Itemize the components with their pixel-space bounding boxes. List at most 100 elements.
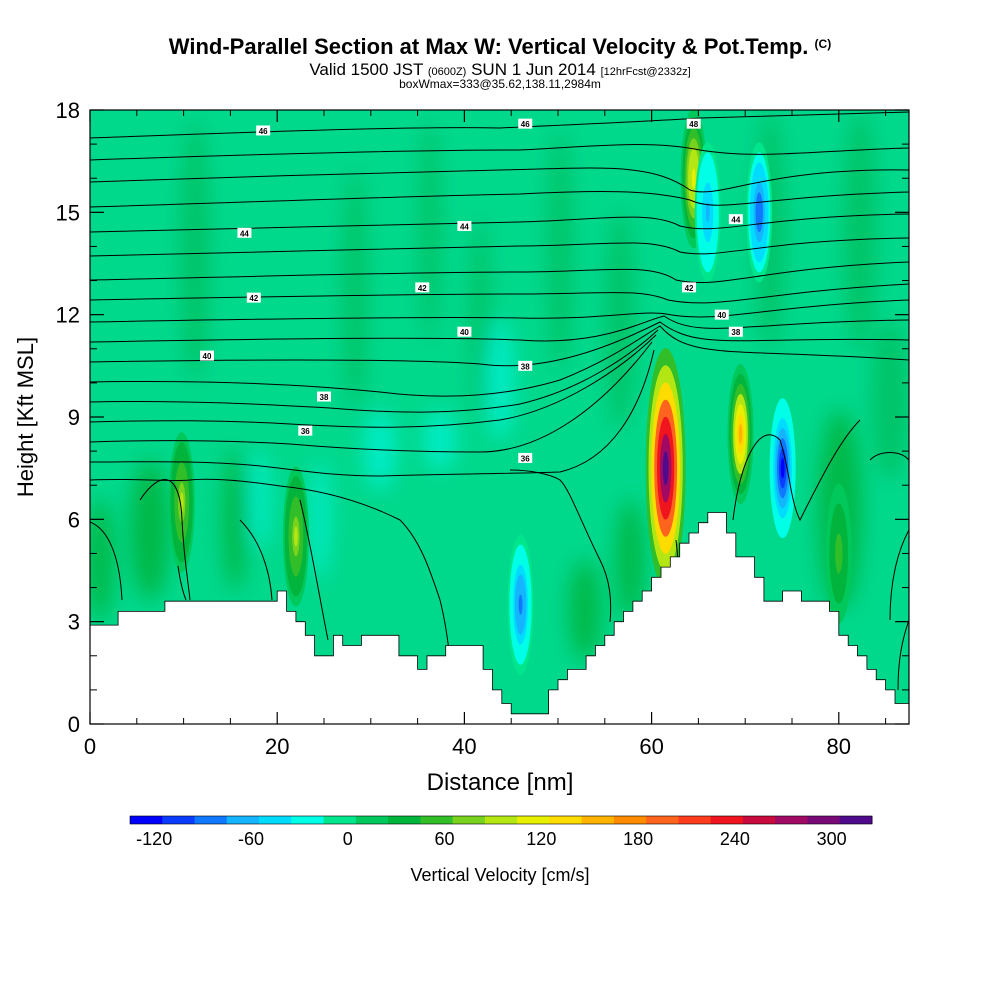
colorbar-swatch: [775, 816, 808, 824]
colorbar-swatch: [162, 816, 196, 824]
x-tick-label: 20: [265, 734, 289, 759]
y-tick-label: 6: [68, 507, 80, 532]
velocity-cell: [507, 534, 534, 675]
isentrope-line: [139, 479, 191, 601]
colorbar-swatch: [678, 816, 712, 824]
colorbar-swatch: [388, 816, 421, 824]
velocity-cell: [727, 364, 754, 505]
x-tick-label: 40: [452, 734, 476, 759]
colorbar-swatch: [581, 816, 615, 824]
isentrope-label-box: [518, 452, 533, 463]
isentrope-label-box: [317, 391, 331, 402]
colorbar-swatch: [291, 816, 325, 824]
isentrope-label-box: [714, 309, 729, 320]
isentrope-line: [90, 261, 909, 284]
colorbar: -120 -60 0 60 120 180 240 300: [129, 815, 873, 849]
isentrope-label: 36: [521, 454, 530, 463]
colorbar-tick-label: 240: [720, 829, 750, 849]
colorbar-swatch: [517, 816, 550, 824]
isentrope-label: 46: [521, 120, 530, 129]
isentrope-label: 48: [689, 120, 698, 129]
x-tick-label: 0: [84, 734, 96, 759]
isentrope-line: [90, 321, 909, 367]
colorbar-swatch: [420, 816, 454, 824]
isentrope-label-box: [246, 292, 261, 303]
isentrope-line: [90, 341, 653, 453]
isentrope-label: 44: [731, 216, 740, 225]
x-tick-label: 80: [827, 734, 851, 759]
y-tick-label: 15: [56, 200, 80, 225]
isentrope-label: 36: [301, 427, 310, 436]
colorbar-swatch: [226, 816, 260, 824]
isentrope-label: 44: [460, 222, 469, 231]
isentrope-label: 46: [259, 127, 268, 136]
colorbar-tick-label: -120: [136, 829, 172, 849]
isentrope-label-box: [237, 227, 252, 238]
colorbar-swatch: [194, 816, 228, 824]
isentrope-label-box: [686, 118, 701, 129]
isentrope-label-box: [518, 118, 533, 129]
x-axis-label: Distance [nm]: [427, 769, 574, 796]
isentrope-label: 38: [320, 393, 329, 402]
isentrope-label: 40: [460, 328, 469, 337]
isentrope-label: 44: [240, 229, 249, 238]
isentrope-line: [90, 521, 123, 601]
isentrope-line: [90, 213, 909, 233]
isentrope-label-box: [415, 282, 430, 293]
isentrope-line: [90, 334, 657, 428]
velocity-cell: [746, 142, 773, 283]
isentrope-label: 40: [203, 352, 212, 361]
isentrope-line: [90, 349, 655, 477]
chart-subtitle: Valid 1500 JST (0600Z) SUN 1 Jun 2014 [1…: [309, 60, 691, 79]
copyright-mark: (C): [814, 37, 832, 51]
colorbar-frame: [129, 815, 873, 825]
colorbar-swatch: [646, 816, 679, 824]
y-axis-label: Height [Kft MSL]: [13, 337, 38, 497]
colorbar-swatch: [807, 816, 841, 824]
colorbar-tick-label: 180: [623, 829, 653, 849]
colorbar-swatch: [355, 816, 389, 824]
isentrope-label: 42: [249, 294, 258, 303]
isentrope-line: [90, 111, 909, 139]
colorbar-swatch: [742, 816, 776, 824]
isentrope-line: [90, 299, 909, 323]
colorbar-swatch: [259, 816, 292, 824]
isentrope-label: 38: [731, 328, 740, 337]
isentrope-label-box: [682, 282, 697, 293]
velocity-cell: [694, 142, 721, 283]
colorbar-swatch: [549, 816, 583, 824]
y-tick-label: 12: [56, 303, 80, 328]
colorbar-label: Vertical Velocity [cm/s]: [410, 865, 589, 885]
chart-title: Wind-Parallel Section at Max W: Vertical…: [168, 34, 832, 59]
y-tick-label: 0: [68, 712, 80, 737]
isentrope-label: 42: [418, 284, 427, 293]
x-tick-label: 60: [639, 734, 663, 759]
colorbar-tick-label: 60: [435, 829, 455, 849]
isentrope-label-box: [256, 125, 271, 136]
y-tick-label: 3: [68, 610, 80, 635]
colorbar-tick-label: 0: [343, 829, 353, 849]
isentrope-line: [509, 469, 612, 623]
isentrope-line: [177, 565, 187, 601]
colorbar-swatch: [323, 816, 357, 824]
colorbar-tick-label: 120: [526, 829, 556, 849]
isentrope-labels: 46 46 48 44 44 44 42 42 42 40 40 40 38 38 38 36 36: [200, 118, 743, 463]
velocity-cell: [769, 398, 796, 539]
potential-temperature-contours: [90, 111, 909, 691]
y-tick-label: 9: [68, 405, 80, 430]
isentrope-label-box: [728, 326, 743, 337]
y-tick-label: 18: [56, 98, 80, 123]
colorbar-swatch: [710, 816, 744, 824]
velocity-cell: [282, 466, 309, 607]
isentrope-line: [90, 329, 659, 413]
isentrope-line: [90, 325, 909, 397]
isentrope-line: [90, 167, 909, 193]
isentrope-label-box: [518, 360, 533, 371]
isentrope-label-box: [200, 350, 214, 361]
isentrope-line: [90, 478, 451, 661]
isentrope-label-box: [298, 425, 313, 436]
isentrope-line: [299, 499, 329, 641]
isentrope-line: [90, 144, 909, 161]
colorbar-swatch: [130, 816, 163, 824]
